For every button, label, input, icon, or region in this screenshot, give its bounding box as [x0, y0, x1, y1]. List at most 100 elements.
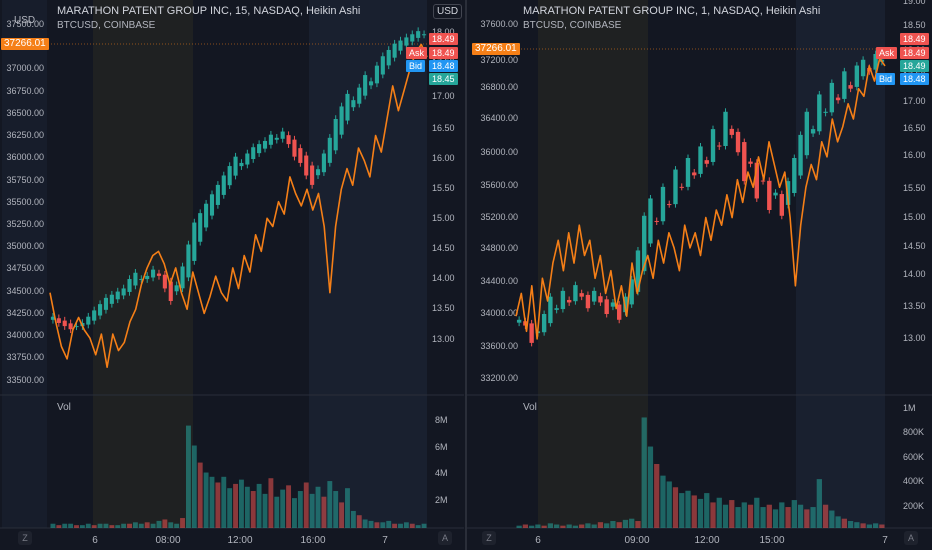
- left-volume-bar: [244, 486, 250, 528]
- left-volume-bar: [168, 522, 174, 528]
- left-left-axis-tick: 33500.00: [6, 375, 44, 385]
- right-volume-bar: [679, 493, 685, 528]
- right-chart-subtitle: BTCUSD, COINBASE: [523, 20, 622, 31]
- right-candle-body: [835, 97, 841, 101]
- left-candle-body: [215, 184, 220, 205]
- right-left-axis-tick: 33600.00: [480, 341, 518, 351]
- left-candle-body: [245, 153, 250, 165]
- left-ask-price-tag: 18.49: [429, 47, 458, 59]
- right-candle-body: [610, 302, 616, 307]
- left-volume-bar: [380, 522, 386, 528]
- left-candle-body: [204, 203, 209, 228]
- left-pane-z-button[interactable]: Z: [18, 531, 32, 545]
- right-bid-label: Bid: [876, 73, 896, 85]
- right-pane-auto-button[interactable]: A: [904, 531, 918, 545]
- left-volume-bar: [368, 520, 374, 528]
- left-right-axis-tick: 16.50: [432, 123, 455, 133]
- left-candle-body: [410, 34, 415, 42]
- right-candle-body: [729, 128, 734, 135]
- right-right-axis-tick: 15.00: [903, 212, 926, 222]
- right-time-tick: 15:00: [759, 535, 784, 546]
- left-volume-bar: [109, 525, 115, 528]
- left-volume-bars: [50, 425, 427, 528]
- left-candle-body: [92, 310, 97, 321]
- left-volume-bar: [132, 522, 138, 528]
- left-candle-body: [162, 274, 167, 289]
- left-volume-bar: [174, 523, 180, 528]
- left-volume-bar: [191, 445, 197, 528]
- right-left-axis-tick: 36800.00: [480, 82, 518, 92]
- right-right-axis-tick: 13.50: [903, 301, 926, 311]
- right-candle-body: [829, 82, 835, 113]
- left-volume-bar: [268, 478, 274, 528]
- left-candle-body: [404, 37, 409, 46]
- left-volume-bar: [292, 498, 297, 528]
- right-right-axis-tick: 18.50: [903, 20, 926, 30]
- right-right-axis-tick: 17.00: [903, 96, 926, 106]
- right-volume-bar: [691, 495, 697, 528]
- left-candle-body: [192, 222, 197, 261]
- right-ask-label: Ask: [876, 47, 898, 59]
- right-candle-body: [648, 198, 653, 244]
- right-candle-body: [679, 186, 684, 188]
- left-right-axis-tick: 15.00: [432, 213, 455, 223]
- right-volume-bar: [647, 446, 654, 528]
- left-volume-bar: [50, 523, 56, 528]
- right-volume-bar: [685, 490, 691, 528]
- right-volume-bar: [810, 507, 816, 528]
- right-session-shade: [796, 0, 885, 528]
- right-left-axis-tick: 37600.00: [480, 19, 518, 29]
- left-volume-bar: [392, 523, 398, 528]
- left-candle-body: [339, 106, 344, 135]
- right-volume-bar: [785, 507, 791, 528]
- left-volume-bar: [356, 515, 362, 528]
- right-btc-line: [515, 57, 886, 340]
- left-volume-bar: [303, 482, 309, 528]
- right-volume-bar: [847, 521, 854, 528]
- right-volume-bar: [860, 523, 866, 528]
- left-candle-body: [315, 169, 321, 176]
- right-axis-unit-button[interactable]: USD: [433, 4, 463, 19]
- left-volume-bar: [74, 525, 79, 528]
- right-candle-body: [810, 129, 816, 134]
- left-volume-bar: [274, 496, 280, 528]
- right-pane-z-button[interactable]: Z: [482, 531, 496, 545]
- right-right-axis-tick: 15.50: [903, 183, 926, 193]
- right-volume-bar: [879, 524, 885, 528]
- left-last-price-tag: 18.45: [429, 73, 458, 85]
- right-volume-bar: [791, 500, 797, 528]
- left-volume-bar: [415, 525, 421, 528]
- left-left-axis-tick: 34250.00: [6, 308, 44, 318]
- left-volume-bar: [250, 491, 256, 528]
- right-volume-bar: [722, 504, 729, 528]
- left-candle-body: [127, 279, 132, 292]
- left-candle-body: [121, 288, 126, 296]
- right-volume-bar: [541, 525, 547, 528]
- right-volume-bar: [660, 475, 666, 528]
- right-candle-body: [773, 192, 778, 196]
- left-left-axis-tick: 37000.00: [6, 63, 44, 73]
- right-candle-body: [692, 172, 697, 176]
- left-volume-bar: [421, 523, 427, 528]
- right-volume-bar: [747, 504, 754, 528]
- left-time-tick: 12:00: [227, 535, 252, 546]
- left-candle-body: [310, 165, 315, 185]
- left-volume-bar: [315, 486, 321, 528]
- left-pane-auto-button[interactable]: A: [438, 531, 452, 545]
- right-volume-bar: [741, 502, 747, 528]
- right-candle-body: [779, 194, 784, 216]
- right-volume-bar: [841, 518, 847, 528]
- left-time-tick: 6: [92, 535, 98, 546]
- right-volume-bar: [516, 525, 522, 528]
- left-volume-bar: [227, 488, 233, 528]
- left-left-axis-tick: 34000.00: [6, 330, 44, 340]
- left-candle-body: [386, 49, 391, 66]
- left-left-axis-tick: 35500.00: [6, 197, 44, 207]
- left-candle-body: [86, 316, 91, 325]
- left-time-tick: 7: [382, 535, 388, 546]
- left-volume-bar: [398, 523, 403, 528]
- right-bid-price-tag: 18.48: [900, 73, 929, 85]
- left-left-axis-tick: 37500.00: [6, 19, 44, 29]
- left-candle-body: [363, 75, 368, 96]
